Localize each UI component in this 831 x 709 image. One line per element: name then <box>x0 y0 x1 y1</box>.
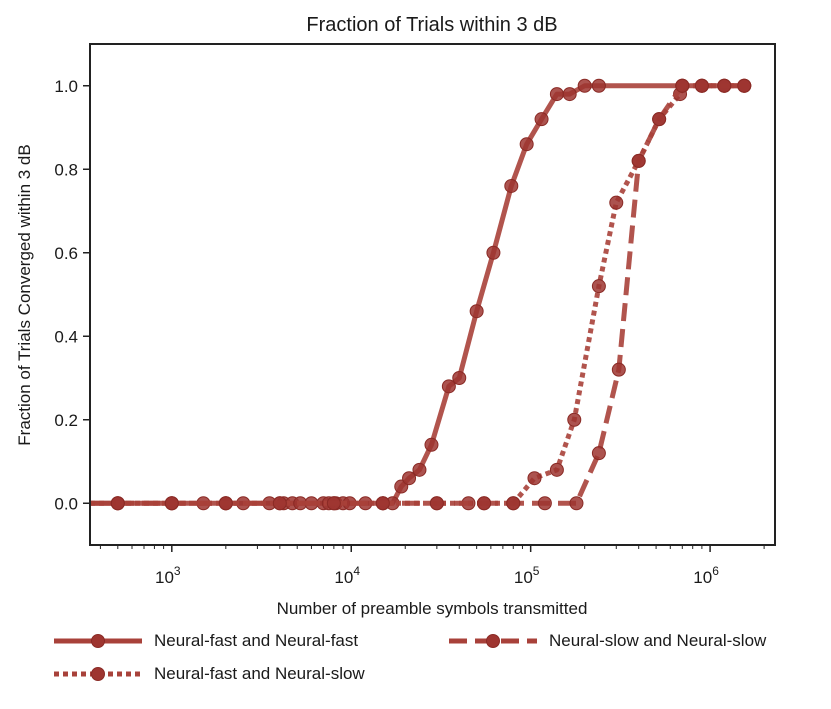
legend-label: Neural-fast and Neural-fast <box>154 631 359 650</box>
series-dotted <box>90 78 752 511</box>
data-point <box>469 304 484 319</box>
data-point <box>429 496 444 511</box>
data-point <box>534 112 549 127</box>
y-tick-label: 0.2 <box>54 411 78 430</box>
data-point <box>737 78 752 93</box>
y-tick-label: 1.0 <box>54 77 78 96</box>
x-axis: 103 104 105 106 <box>99 545 765 587</box>
data-point <box>591 78 606 93</box>
legend: Neural-fast and Neural-fast Neural-slow … <box>0 628 831 698</box>
series-line <box>90 83 745 506</box>
x-axis-label: Number of preamble symbols transmitted <box>277 599 588 618</box>
y-tick-label: 0.4 <box>54 327 78 346</box>
data-point <box>694 78 709 93</box>
x-tick-label: 104 <box>334 564 360 587</box>
data-point <box>477 496 492 511</box>
data-point <box>549 462 564 477</box>
data-point <box>452 371 467 385</box>
y-tick-label: 0.8 <box>54 160 78 179</box>
data-point <box>562 87 577 102</box>
data-point <box>675 78 690 93</box>
y-axis: 0.0 0.2 0.4 0.6 0.8 1.0 <box>54 77 90 513</box>
data-point <box>537 496 552 511</box>
legend-swatch-dotted <box>54 667 142 681</box>
data-point <box>577 78 592 93</box>
data-point <box>611 362 626 377</box>
series-solid <box>90 78 752 511</box>
data-point <box>424 437 439 452</box>
data-point <box>110 496 125 511</box>
chart-title: Fraction of Trials within 3 dB <box>306 14 557 36</box>
legend-label: Neural-slow and Neural-slow <box>549 631 767 650</box>
legend-item-slow-slow: Neural-slow and Neural-slow <box>447 630 766 652</box>
data-point <box>375 496 390 511</box>
data-point <box>527 471 542 486</box>
data-point <box>402 471 417 486</box>
series-line <box>90 83 745 506</box>
data-point <box>717 78 732 93</box>
data-point <box>519 137 534 152</box>
y-tick-label: 0.0 <box>54 494 78 513</box>
legend-item-fast-fast: Neural-fast and Neural-fast <box>52 630 358 652</box>
data-point <box>569 496 584 511</box>
data-point <box>486 245 501 260</box>
data-point <box>504 178 519 193</box>
data-point <box>631 153 646 168</box>
legend-item-fast-slow: Neural-fast and Neural-slow <box>52 663 365 685</box>
legend-swatch-dashed <box>449 634 537 648</box>
data-point <box>164 496 179 511</box>
data-point <box>326 496 341 511</box>
data-point <box>567 412 582 427</box>
x-tick-label: 106 <box>693 564 719 587</box>
x-tick-label: 103 <box>155 564 181 587</box>
data-point <box>591 279 606 294</box>
data-point <box>549 87 564 102</box>
legend-swatch-solid <box>54 634 142 648</box>
series-dashed <box>90 78 752 511</box>
plot-area <box>90 78 752 511</box>
y-tick-label: 0.6 <box>54 244 78 263</box>
x-tick-label: 105 <box>514 564 540 587</box>
axes-frame <box>89 43 776 546</box>
data-point <box>218 496 233 511</box>
data-point <box>609 195 624 210</box>
data-point <box>272 496 287 511</box>
chart: Fraction of Trials within 3 dB 0.0 0.2 0.4… <box>15 14 776 618</box>
data-point <box>441 379 456 394</box>
data-point <box>506 496 521 511</box>
data-point <box>412 462 427 477</box>
series-line <box>90 83 745 506</box>
data-point <box>652 112 667 127</box>
legend-label: Neural-fast and Neural-slow <box>154 664 365 683</box>
y-axis-label: Fraction of Trials Converged within 3 dB <box>15 144 34 445</box>
data-point <box>591 446 606 461</box>
